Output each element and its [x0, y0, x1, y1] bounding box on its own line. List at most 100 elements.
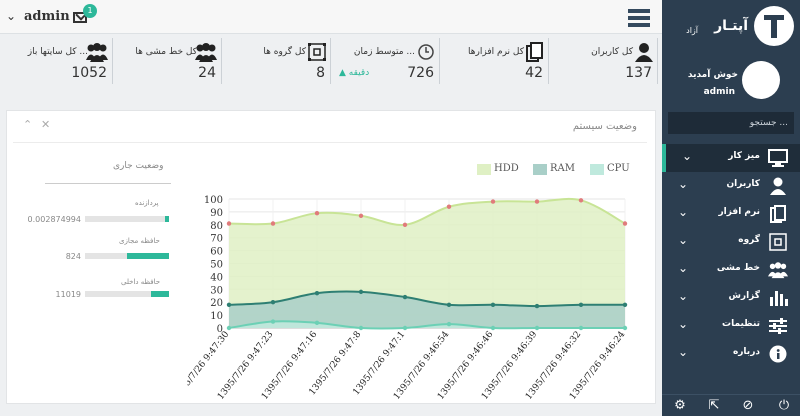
stat-average-time[interactable]: متوسط زمان ... 726 ▲ دقیقه	[331, 38, 440, 84]
stat-value: 24	[198, 65, 216, 81]
top-bar: ⌄ admin 1	[0, 0, 662, 34]
sidebar-item-label: نرم افزار	[718, 207, 760, 217]
series-line-cpu	[228, 320, 625, 330]
group-frame-icon	[308, 43, 326, 61]
legend-swatch	[590, 164, 604, 175]
sidebar: آپتـار آزاد خوش آمدید admin میز کار ⌄ کا…	[662, 0, 800, 416]
data-point	[358, 325, 364, 331]
data-point	[534, 325, 540, 331]
data-point	[446, 204, 452, 209]
chevron-down-icon[interactable]: ⌄	[6, 9, 17, 23]
meter-value: 11019	[55, 290, 81, 299]
meter-label: حافظه مجازی	[119, 237, 160, 245]
y-tick-label: 40	[210, 272, 223, 283]
legend-label: CPU	[607, 163, 630, 174]
data-point	[622, 325, 628, 331]
stat-total-groups[interactable]: کل گروه ها 8	[222, 38, 331, 84]
copy-icon	[526, 42, 543, 62]
collapse-icon[interactable]: ⌃	[23, 118, 33, 131]
chevron-down-icon: ⌄	[678, 261, 689, 275]
menu-toggle-icon[interactable]	[628, 9, 650, 27]
eye-slash-icon[interactable]: ⊘	[742, 398, 754, 413]
y-tick-label: 60	[210, 247, 223, 258]
legend-swatch	[477, 164, 491, 175]
group-frame-icon	[769, 233, 787, 251]
power-icon[interactable]: ⏻	[778, 398, 790, 413]
sidebar-item-label: درباره	[732, 347, 760, 357]
users-group-icon	[86, 43, 108, 62]
data-point	[314, 320, 320, 326]
legend-ram[interactable]: RAM	[533, 163, 589, 177]
data-point	[270, 221, 276, 226]
user-menu[interactable]: admin	[24, 9, 70, 24]
copy-icon	[770, 205, 786, 223]
mail-badge: 1	[83, 4, 97, 18]
system-status-panel: ⌃ ✕ وضعیت سیستم HDD RAM CPU وضعیت جاری پ…	[6, 110, 656, 404]
welcome-username: admin	[703, 87, 735, 97]
sidebar-item-users[interactable]: کاربران ⌄	[662, 172, 800, 200]
meter-value: 824	[65, 252, 81, 261]
divider	[13, 142, 647, 143]
stat-open-sites[interactable]: کل سایتها باز ... 1052	[4, 38, 113, 84]
sidebar-item-settings[interactable]: تنظیمات ⌄	[662, 312, 800, 340]
data-point	[446, 321, 452, 327]
search-input[interactable]	[668, 112, 794, 134]
sidebar-item-report[interactable]: گزارش ⌄	[662, 284, 800, 312]
data-point	[490, 302, 496, 307]
chevron-down-icon: ⌄	[678, 205, 689, 219]
brand[interactable]: آپتـار آزاد	[662, 0, 800, 52]
data-point	[314, 290, 320, 296]
chevron-down-icon: ⌄	[678, 317, 689, 331]
sidebar-item-about[interactable]: درباره ⌄	[662, 340, 800, 368]
stat-value: 137	[625, 65, 652, 81]
mail-icon[interactable]	[73, 12, 87, 23]
y-tick-label: 10	[210, 311, 223, 322]
bar-chart-icon	[770, 291, 788, 306]
stat-label: کل نرم افزارها	[468, 47, 524, 57]
series-area-cpu	[229, 321, 625, 329]
chevron-down-icon: ⌄	[678, 345, 689, 359]
expand-icon[interactable]: ⇱	[708, 398, 720, 413]
data-point	[226, 221, 232, 226]
clock-icon	[418, 44, 434, 60]
stat-value: 42	[525, 65, 543, 81]
data-point	[226, 325, 232, 331]
sidebar-item-policy[interactable]: خط مشی ⌄	[662, 256, 800, 284]
series-line-hdd	[228, 197, 626, 226]
meter-bar-internal	[85, 291, 169, 297]
legend-cpu[interactable]: CPU	[590, 163, 646, 177]
data-point	[358, 213, 364, 218]
y-tick-label: 70	[210, 234, 223, 245]
data-point	[534, 199, 540, 204]
y-tick-label: 0	[217, 324, 223, 335]
stat-total-policies[interactable]: کل خط مشی ها 24	[113, 38, 222, 84]
stat-label: کل گروه ها	[263, 47, 306, 57]
user-icon	[770, 177, 786, 195]
current-status-title: وضعیت جاری	[113, 161, 164, 171]
panel-title: وضعیت سیستم	[572, 121, 637, 132]
stat-label: کل کاربران	[591, 47, 633, 57]
monitor-icon	[768, 149, 788, 167]
meter-value: 0.002874994	[27, 215, 81, 224]
stat-total-software[interactable]: کل نرم افزارها 42	[440, 38, 549, 84]
stat-value: 1052	[71, 65, 107, 81]
brand-edition: آزاد	[686, 26, 698, 35]
data-point	[578, 198, 584, 203]
sidebar-item-dashboard[interactable]: میز کار ⌄	[662, 144, 800, 172]
stat-value: 8	[316, 65, 325, 81]
sidebar-item-label: گروه	[738, 235, 760, 245]
data-point	[402, 294, 408, 300]
legend-label: RAM	[550, 163, 575, 174]
legend-hdd[interactable]: HDD	[477, 163, 533, 177]
sidebar-item-group[interactable]: گروه ⌄	[662, 228, 800, 256]
data-point	[314, 210, 320, 216]
gear-icon[interactable]: ⚙	[674, 398, 686, 413]
stat-total-users[interactable]: کل کاربران 137	[549, 38, 658, 84]
sidebar-nav: میز کار ⌄ کاربران ⌄ نرم افزار ⌄ گروه ⌄ خ…	[662, 144, 800, 368]
close-icon[interactable]: ✕	[41, 118, 51, 131]
meter-label: پردازنده	[135, 199, 159, 207]
meter-fill	[150, 291, 169, 297]
sidebar-item-software[interactable]: نرم افزار ⌄	[662, 200, 800, 228]
y-tick-label: 100	[204, 195, 223, 206]
